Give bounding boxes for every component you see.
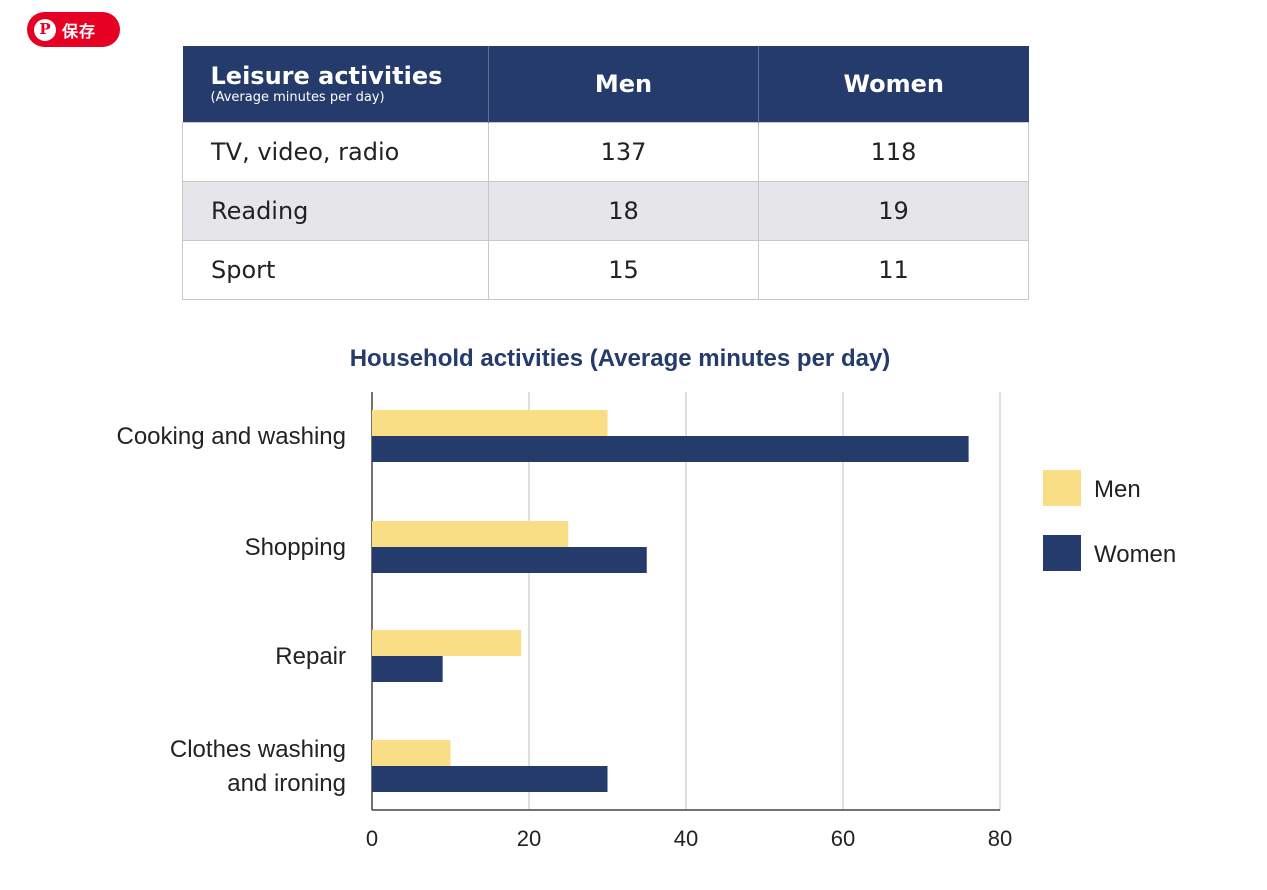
row-activity: Sport [182, 240, 489, 300]
legend-label-women: Women [1094, 541, 1176, 568]
row-activity: Reading [182, 181, 489, 241]
bar-men-3 [372, 740, 451, 766]
header-women: Women [758, 46, 1029, 123]
row-women-value: 118 [758, 122, 1029, 182]
table-row: Sport 15 11 [182, 240, 1029, 300]
pinterest-icon: P [34, 18, 56, 41]
x-tick-label: 20 [517, 826, 541, 851]
header-men: Men [488, 46, 759, 123]
table-row: Reading 18 19 [182, 181, 1029, 241]
category-label: Repair [275, 643, 346, 670]
bar-women-0 [372, 436, 969, 462]
household-activities-chart: Household activities (Average minutes pe… [117, 345, 1177, 851]
table-row: TV, video, radio 137 118 [182, 122, 1029, 182]
row-women-value: 19 [758, 181, 1029, 241]
category-label: Shopping [245, 534, 346, 561]
x-tick-label: 80 [988, 826, 1012, 851]
row-men-value: 15 [488, 240, 759, 300]
category-label: Cooking and washing [117, 423, 347, 450]
legend-swatch-women [1043, 535, 1081, 571]
x-tick-label: 60 [831, 826, 855, 851]
table-header-row: Leisure activities (Average minutes per … [182, 46, 1029, 123]
category-label: and ironing [227, 770, 346, 797]
x-tick-label: 40 [674, 826, 698, 851]
leisure-activities-table: Leisure activities (Average minutes per … [182, 46, 1029, 300]
bar-women-3 [372, 766, 608, 792]
header-activity-subtitle: (Average minutes per day) [210, 90, 385, 105]
chart-title: Household activities (Average minutes pe… [350, 345, 891, 372]
legend-swatch-men [1043, 470, 1081, 506]
legend-label-men: Men [1094, 476, 1141, 503]
header-activity-title: Leisure activities [210, 62, 443, 90]
bar-men-1 [372, 521, 569, 547]
header-activity: Leisure activities (Average minutes per … [182, 46, 489, 123]
bar-women-1 [372, 547, 647, 573]
x-tick-label: 0 [366, 826, 378, 851]
bar-men-0 [372, 410, 608, 436]
row-men-value: 137 [488, 122, 759, 182]
row-men-value: 18 [488, 181, 759, 241]
bar-women-2 [372, 656, 443, 682]
save-button-label: 保存 [62, 21, 97, 41]
category-label: Clothes washing [170, 736, 346, 763]
pinterest-save-button[interactable]: P 保存 [27, 12, 120, 47]
bar-men-2 [372, 630, 522, 656]
row-activity: TV, video, radio [182, 122, 489, 182]
row-women-value: 11 [758, 240, 1029, 300]
